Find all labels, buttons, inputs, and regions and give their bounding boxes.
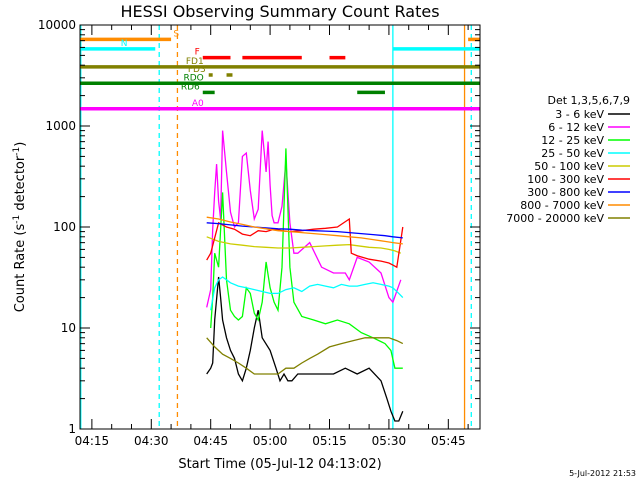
flag-label-rdo: RDO	[183, 73, 203, 83]
flag-label-n: N	[121, 39, 128, 49]
legend-label-7: 800 - 7000 keV	[520, 199, 604, 212]
legend-label-5: 100 - 300 keV	[527, 173, 604, 186]
y-tick-label: 1000	[45, 119, 76, 133]
series-lines	[206, 130, 404, 422]
y-axis-label: Count Rate (s-1 detector-1)	[12, 142, 28, 313]
plot-frame	[79, 24, 481, 430]
x-axis-label: Start Time (05-Jul-12 04:13:02)	[178, 457, 381, 472]
legend-label-6: 300 - 800 keV	[527, 186, 604, 199]
legend-label-4: 50 - 100 keV	[534, 160, 604, 173]
x-tick-label: 05:30	[372, 434, 407, 448]
series-line-2	[210, 148, 403, 369]
flag-label-s: S	[173, 29, 179, 39]
series-line-1	[206, 130, 402, 308]
y-tick-label: 1	[68, 422, 76, 436]
flag-label-fd1: FD1	[186, 57, 204, 67]
legend-label-3: 25 - 50 keV	[541, 147, 604, 160]
y-tick-label: 10	[61, 321, 76, 335]
x-tick-label: 05:00	[253, 434, 288, 448]
series-line-5	[206, 217, 404, 269]
flag-label-rd6: RD6	[181, 82, 200, 92]
y-tick-label: 100	[53, 220, 76, 234]
series-line-8	[206, 337, 404, 375]
x-tick-label: 05:15	[312, 434, 347, 448]
x-tick-label: 05:45	[431, 434, 466, 448]
footer-timestamp: 5-Jul-2012 21:53	[569, 469, 636, 478]
series-line-6	[206, 222, 403, 239]
y-tick-label: 10000	[38, 18, 76, 32]
series-line-7	[206, 216, 403, 245]
legend-label-2: 12 - 25 keV	[541, 134, 604, 147]
flag-label-a0: A0	[192, 99, 204, 109]
x-tick-label: 04:45	[193, 434, 228, 448]
series-line-0	[206, 276, 404, 422]
legend-label-0: 3 - 6 keV	[555, 108, 604, 121]
legend-label-8: 7000 - 20000 keV	[506, 212, 604, 225]
series-line-4	[206, 236, 402, 254]
flag-label-fd3: FD3	[188, 65, 206, 75]
flag-label-f: F	[195, 48, 200, 58]
series-line-3	[210, 276, 404, 311]
x-tick-label: 04:15	[75, 434, 110, 448]
legend-title: Det 1,3,5,6,7,9	[547, 94, 630, 107]
x-tick-label: 04:30	[134, 434, 169, 448]
legend-label-1: 6 - 12 keV	[548, 121, 604, 134]
x-axis: 04:15 04:30 04:45 05:00 05:15 05:30 05:45	[75, 25, 469, 448]
chart-title: HESSI Observing Summary Count Rates	[120, 2, 439, 21]
y-axis: 1 10 100 1000 10000	[38, 18, 480, 436]
